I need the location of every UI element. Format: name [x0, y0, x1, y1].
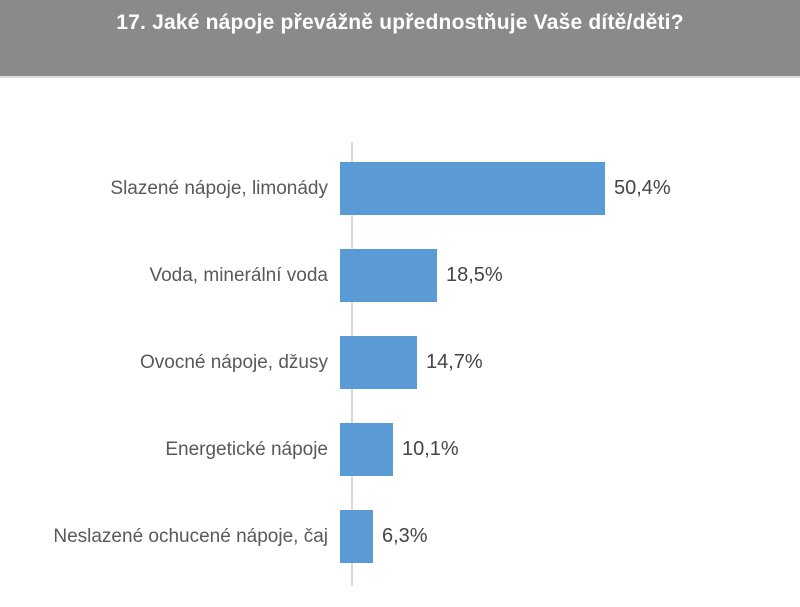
bar	[340, 249, 437, 302]
category-label: Slazené nápoje, limonády	[110, 177, 328, 199]
category-label: Ovocné nápoje, džusy	[139, 351, 328, 373]
value-label: 10,1%	[402, 438, 459, 460]
chart-rows: Slazené nápoje, limonády 50,4% Voda, miner…	[0, 145, 800, 580]
bar	[340, 336, 417, 389]
value-label: 6,3%	[382, 525, 428, 547]
bar	[340, 510, 373, 563]
chart-row: Slazené nápoje, limonády 50,4%	[0, 145, 800, 232]
value-label: 14,7%	[426, 351, 483, 373]
category-label: Voda, minerální voda	[149, 264, 328, 286]
bar	[340, 423, 393, 476]
chart-title: 17. Jaké nápoje převážně upřednostňuje V…	[116, 11, 684, 34]
chart-row: Energetické nápoje 10,1%	[0, 406, 800, 493]
value-label: 50,4%	[614, 177, 671, 199]
bar	[340, 162, 605, 215]
chart-row: Ovocné nápoje, džusy 14,7%	[0, 319, 800, 406]
chart-row: Neslazené ochucené nápoje, čaj 6,3%	[0, 493, 800, 580]
value-label: 18,5%	[446, 264, 503, 286]
chart-row: Voda, minerální voda 18,5%	[0, 232, 800, 319]
category-label: Neslazené ochucené nápoje, čaj	[53, 525, 328, 547]
category-label: Energetické nápoje	[165, 438, 328, 460]
chart-title-bar: 17. Jaké nápoje převážně upřednostňuje V…	[0, 0, 800, 78]
